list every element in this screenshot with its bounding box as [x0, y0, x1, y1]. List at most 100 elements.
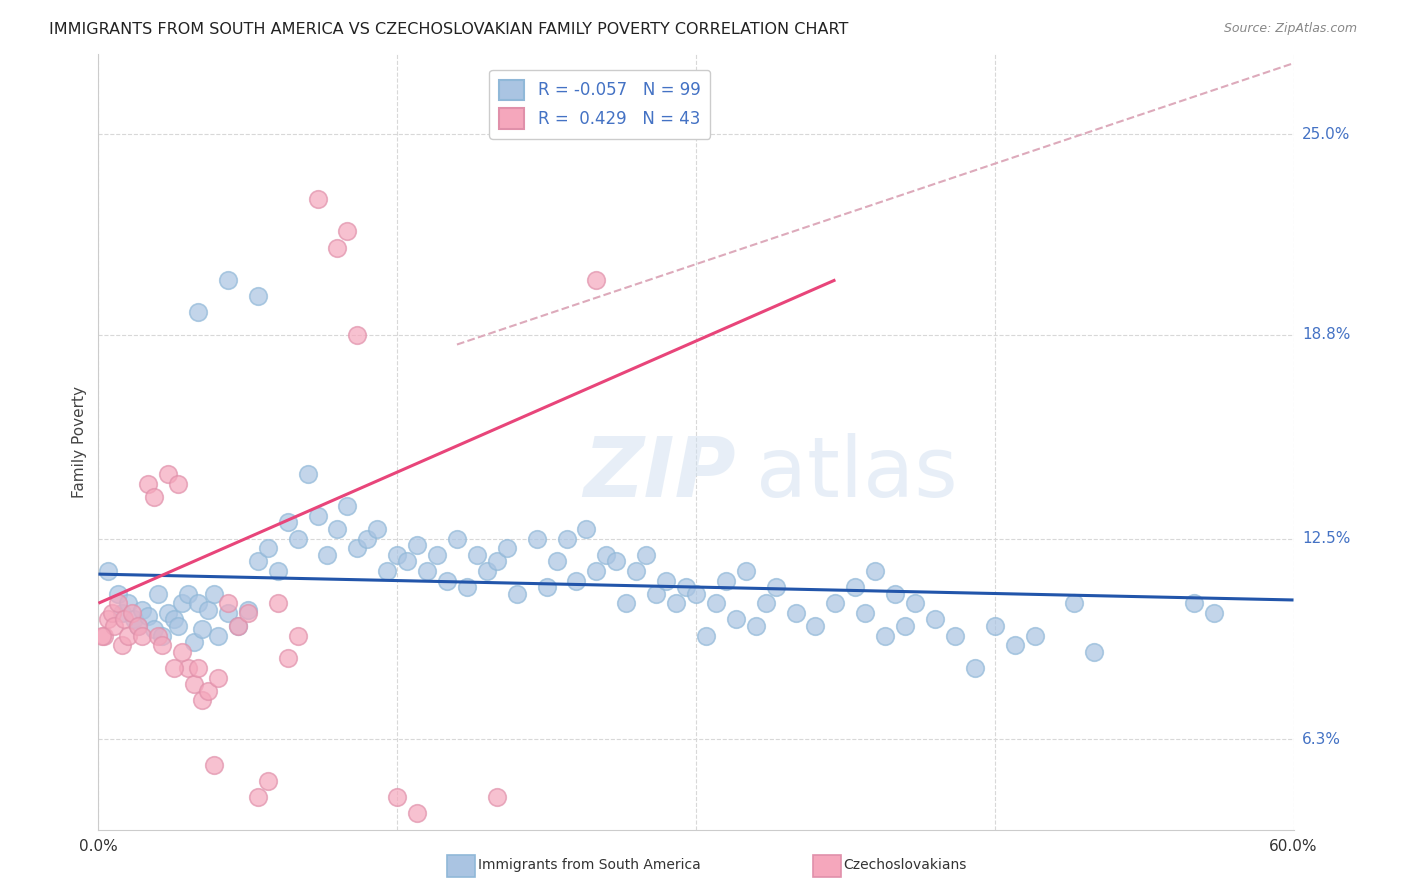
Point	[202, 586, 225, 600]
Point	[267, 596, 290, 610]
Point	[326, 240, 349, 255]
Point	[217, 606, 239, 620]
Text: Czechoslovakians: Czechoslovakians	[844, 858, 967, 872]
Point	[495, 541, 517, 556]
Point	[187, 661, 209, 675]
Point	[101, 606, 124, 620]
Point	[124, 612, 146, 626]
Point	[256, 541, 278, 556]
Text: 6.3%: 6.3%	[1302, 731, 1341, 747]
Point	[645, 586, 668, 600]
Point	[143, 622, 166, 636]
Point	[93, 628, 115, 642]
Point	[406, 806, 429, 821]
Point	[714, 574, 737, 588]
Point	[844, 580, 866, 594]
Legend: R = -0.057   N = 99, R =  0.429   N = 43: R = -0.057 N = 99, R = 0.429 N = 43	[489, 70, 710, 138]
Point	[172, 645, 194, 659]
Point	[734, 564, 756, 578]
Point	[107, 586, 129, 600]
Point	[236, 603, 259, 617]
Point	[277, 651, 299, 665]
Text: atlas: atlas	[756, 434, 957, 515]
Point	[346, 327, 368, 342]
Text: 12.5%: 12.5%	[1302, 531, 1350, 546]
Point	[167, 619, 190, 633]
Point	[894, 619, 917, 633]
Point	[157, 467, 180, 481]
Point	[1202, 606, 1225, 620]
Point	[187, 596, 209, 610]
Point	[167, 476, 190, 491]
Point	[148, 628, 170, 642]
Point	[884, 586, 907, 600]
Point	[97, 612, 120, 626]
Point	[704, 596, 727, 610]
Point	[163, 661, 186, 675]
Point	[456, 580, 478, 594]
Point	[963, 661, 986, 675]
Point	[755, 596, 778, 610]
Point	[485, 554, 508, 568]
Point	[97, 564, 120, 578]
Point	[107, 596, 129, 610]
Point	[197, 683, 219, 698]
Point	[127, 619, 149, 633]
Point	[1182, 596, 1205, 610]
Point	[197, 603, 219, 617]
Point	[202, 757, 225, 772]
Point	[111, 638, 134, 652]
Point	[585, 564, 607, 578]
Point	[984, 619, 1007, 633]
Point	[536, 580, 558, 594]
Point	[865, 564, 887, 578]
Point	[191, 622, 214, 636]
Point	[277, 516, 299, 530]
Text: 0.0%: 0.0%	[79, 839, 118, 855]
Point	[226, 619, 249, 633]
Point	[436, 574, 458, 588]
Point	[217, 273, 239, 287]
Point	[217, 596, 239, 610]
Point	[136, 476, 159, 491]
Point	[117, 628, 139, 642]
Point	[157, 606, 180, 620]
Point	[336, 500, 359, 514]
Point	[236, 606, 259, 620]
Text: Immigrants from South America: Immigrants from South America	[478, 858, 700, 872]
Point	[226, 619, 249, 633]
Point	[287, 628, 309, 642]
Point	[131, 628, 153, 642]
Point	[605, 554, 627, 568]
Point	[366, 522, 388, 536]
Point	[307, 192, 329, 206]
Point	[446, 532, 468, 546]
Point	[127, 619, 149, 633]
Point	[150, 628, 173, 642]
Point	[191, 693, 214, 707]
Point	[665, 596, 688, 610]
Point	[150, 638, 173, 652]
Point	[297, 467, 319, 481]
Point	[183, 635, 205, 649]
Point	[685, 586, 707, 600]
Point	[565, 574, 588, 588]
Text: 18.8%: 18.8%	[1302, 327, 1350, 343]
Point	[924, 612, 946, 626]
Point	[675, 580, 697, 594]
Point	[695, 628, 717, 642]
Point	[143, 490, 166, 504]
Point	[207, 628, 229, 642]
Point	[406, 538, 429, 552]
Point	[575, 522, 598, 536]
Point	[614, 596, 637, 610]
Point	[183, 677, 205, 691]
Point	[426, 548, 449, 562]
Point	[1083, 645, 1105, 659]
Y-axis label: Family Poverty: Family Poverty	[72, 385, 87, 498]
Point	[207, 671, 229, 685]
Text: IMMIGRANTS FROM SOUTH AMERICA VS CZECHOSLOVAKIAN FAMILY POVERTY CORRELATION CHAR: IMMIGRANTS FROM SOUTH AMERICA VS CZECHOS…	[49, 22, 849, 37]
Point	[112, 612, 135, 626]
Point	[246, 289, 269, 303]
Point	[785, 606, 807, 620]
